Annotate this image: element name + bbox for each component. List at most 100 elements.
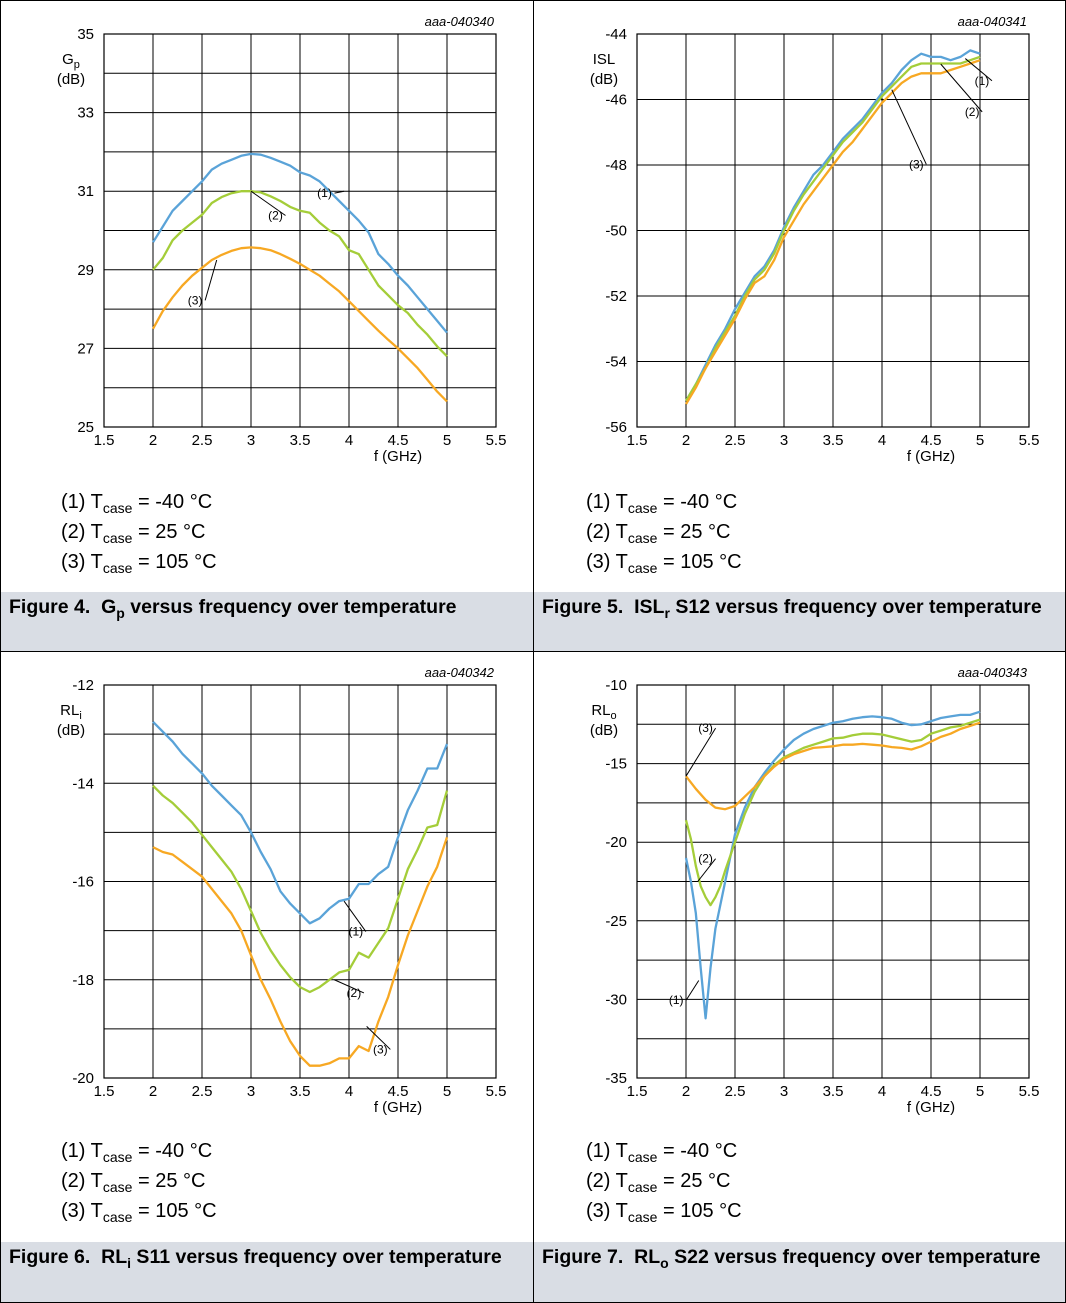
- callout-label: (1): [975, 74, 990, 88]
- x-tick-label: 5.5: [486, 432, 507, 449]
- callout-label: (2): [965, 105, 980, 119]
- y-tick-label: 33: [77, 105, 94, 122]
- y-tick-label: 25: [77, 419, 94, 436]
- x-tick-label: 1.5: [627, 1083, 648, 1100]
- y-tick-label: -14: [72, 775, 94, 792]
- legend-item-1: (1) Tcase = -40 °C: [61, 491, 213, 516]
- plot-frame: [103, 684, 497, 1079]
- callout-leader-line: [343, 900, 367, 932]
- x-tick-label: 5.5: [1019, 1083, 1040, 1100]
- series-line-1: [685, 49, 981, 402]
- series-line-2: [685, 55, 981, 402]
- series-line-1: [152, 720, 449, 925]
- x-tick-label: 3: [247, 432, 255, 449]
- legend-item-2: (2) Tcase = 25 °C: [61, 521, 206, 546]
- legend-item-1: (1) Tcase = -40 °C: [586, 491, 738, 516]
- x-tick-label: 3: [247, 1083, 255, 1100]
- legend-item-3: (3) Tcase = 105 °C: [586, 1200, 742, 1225]
- x-tick-label: 4.5: [388, 432, 409, 449]
- x-tick-label: 5.5: [1019, 432, 1040, 449]
- y-tick-label: -25: [605, 913, 627, 930]
- callout-label: (1): [317, 186, 332, 200]
- x-tick-label: 3.5: [823, 1083, 844, 1100]
- x-tick-label: 3.5: [823, 432, 844, 449]
- x-tick-label: 4: [345, 1083, 353, 1100]
- callout-label: (2): [698, 852, 713, 866]
- figure-6-chart: 1.5 2 2.5 3 3.5 4 4.5 5 5.5 -20 -18 -16 -14 -12 f (GHz…: [57, 665, 507, 1116]
- figure-4-legend: (1) Tcase = -40 °C (2) Tcase = 25 °C (3)…: [61, 488, 217, 578]
- x-tick-label: 5: [443, 432, 451, 449]
- x-tick-label: 3: [780, 1083, 788, 1100]
- x-tick-label: 3.5: [290, 1083, 311, 1100]
- legend-item-2: (2) Tcase = 25 °C: [586, 1170, 731, 1195]
- series-line-1: [152, 152, 448, 334]
- figure-7-caption: Figure 7. RLo S22 versus frequency over …: [534, 1242, 1065, 1302]
- y-axis-unit: (dB): [590, 71, 618, 88]
- x-axis-label: f (GHz): [907, 1099, 955, 1116]
- x-axis-label: f (GHz): [907, 448, 955, 465]
- figure-5-caption: Figure 5. ISLr S12 versus frequency over…: [534, 592, 1065, 651]
- x-axis-label: f (GHz): [374, 448, 422, 465]
- callout-leader-line: [685, 727, 717, 777]
- x-tick-label: 5: [443, 1083, 451, 1100]
- legend-item-3: (3) Tcase = 105 °C: [61, 551, 217, 576]
- legend-item-1: (1) Tcase = -40 °C: [586, 1140, 738, 1165]
- x-tick-label: 4: [345, 432, 353, 449]
- y-tick-label: -52: [605, 288, 627, 305]
- y-axis-label: RLo: [591, 702, 616, 722]
- figure-6-panel: 1.5 2 2.5 3 3.5 4 4.5 5 5.5 -20 -18 -16 -14 -12 f (GHz…: [1, 652, 533, 1302]
- figure-5-legend: (1) Tcase = -40 °C (2) Tcase = 25 °C (3)…: [586, 488, 742, 578]
- callout-label: (1): [669, 993, 684, 1007]
- series-line-1: [684, 710, 981, 1020]
- callout-leader-line: [685, 980, 700, 1001]
- y-tick-label: -56: [605, 419, 627, 436]
- y-axis-unit: (dB): [57, 722, 85, 739]
- x-tick-label: 1.5: [94, 432, 115, 449]
- x-tick-label: 2: [149, 1083, 157, 1100]
- x-tick-label: 4: [878, 432, 886, 449]
- figure-4-chart: 1.5 2 2.5 3 3.5 4 4.5 5 5.5 25 27 29 31 33 35 f (GHz) Gp…: [57, 14, 507, 465]
- figure-4-caption: Figure 4. Gp versus frequency over tempe…: [1, 592, 533, 651]
- legend-item-2: (2) Tcase = 25 °C: [586, 521, 731, 546]
- callout-label: (3): [909, 157, 924, 171]
- callout-leader-line: [334, 190, 345, 194]
- x-tick-label: 5: [976, 432, 984, 449]
- series-line-2: [684, 718, 981, 907]
- y-tick-label: 35: [77, 26, 94, 43]
- chart-code-label: aaa-040343: [958, 665, 1028, 680]
- y-tick-label: -12: [72, 677, 94, 694]
- legend-item-3: (3) Tcase = 105 °C: [61, 1200, 217, 1225]
- x-tick-label: 4: [878, 1083, 886, 1100]
- callout-label: (2): [347, 986, 362, 1000]
- y-axis-label: Gp: [62, 51, 80, 71]
- y-tick-label: -15: [605, 756, 627, 773]
- x-tick-label: 2.5: [192, 1083, 213, 1100]
- callout-leader-line: [940, 63, 983, 113]
- x-tick-label: 1.5: [627, 432, 648, 449]
- x-tick-label: 5.5: [486, 1083, 507, 1100]
- figure-5-chart: 1.5 2 2.5 3 3.5 4 4.5 5 5.5 -56 -54 -52 -50 -48 -46 -44…: [590, 14, 1040, 465]
- y-axis-label: ISL: [593, 51, 616, 68]
- callout-leader-line: [250, 190, 286, 216]
- callout-leader-line: [366, 1026, 391, 1050]
- x-tick-label: 2.5: [725, 1083, 746, 1100]
- series-line-3: [152, 836, 449, 1067]
- y-tick-label: -46: [605, 92, 627, 109]
- callout-label: (3): [188, 293, 203, 307]
- figure-7-chart: 1.5 2 2.5 3 3.5 4 4.5 5 5.5 -35 -30 -25 -20 -15 -10 f (…: [590, 665, 1040, 1116]
- y-tick-label: -50: [605, 223, 627, 240]
- callout-leader-line: [204, 259, 218, 301]
- x-tick-label: 2.5: [725, 432, 746, 449]
- figure-7-panel: 1.5 2 2.5 3 3.5 4 4.5 5 5.5 -35 -30 -25 -20 -15 -10 f (…: [534, 652, 1065, 1302]
- figure-5-panel: 1.5 2 2.5 3 3.5 4 4.5 5 5.5 -56 -54 -52 -50 -48 -46 -44…: [534, 1, 1065, 651]
- chart-code-label: aaa-040342: [425, 665, 495, 680]
- series-line-2: [152, 784, 449, 994]
- x-axis-label: f (GHz): [374, 1099, 422, 1116]
- y-axis-unit: (dB): [590, 722, 618, 739]
- horizontal-divider: [0, 651, 1066, 652]
- x-tick-label: 3: [780, 432, 788, 449]
- y-tick-label: 29: [77, 262, 94, 279]
- callout-label: (3): [373, 1042, 388, 1056]
- y-tick-label: 27: [77, 340, 94, 357]
